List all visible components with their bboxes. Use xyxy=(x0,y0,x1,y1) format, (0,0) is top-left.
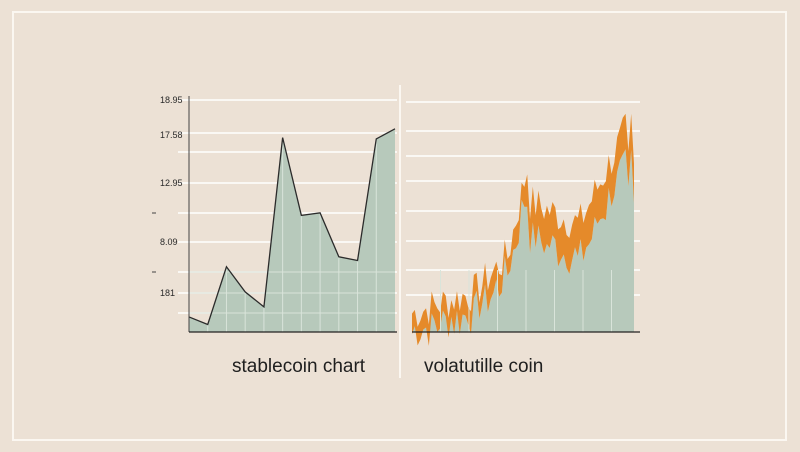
left-y-tick-label: 8.09 xyxy=(160,237,178,247)
left-y-tick-label: 18.95 xyxy=(160,95,183,105)
right-area-fill xyxy=(412,149,634,332)
frame-border xyxy=(12,11,787,441)
right-volatile-band xyxy=(412,113,634,346)
right-chart-caption: volatutille coin xyxy=(424,356,544,377)
left-area-fill xyxy=(189,128,395,332)
left-y-tick-label: 12.95 xyxy=(160,178,183,188)
left-chart-caption: stablecoin chart xyxy=(232,356,366,377)
left-y-tick-label: 181 xyxy=(160,288,175,298)
left-series-line xyxy=(188,128,396,326)
left-y-tick-label: 17.58 xyxy=(160,130,183,140)
